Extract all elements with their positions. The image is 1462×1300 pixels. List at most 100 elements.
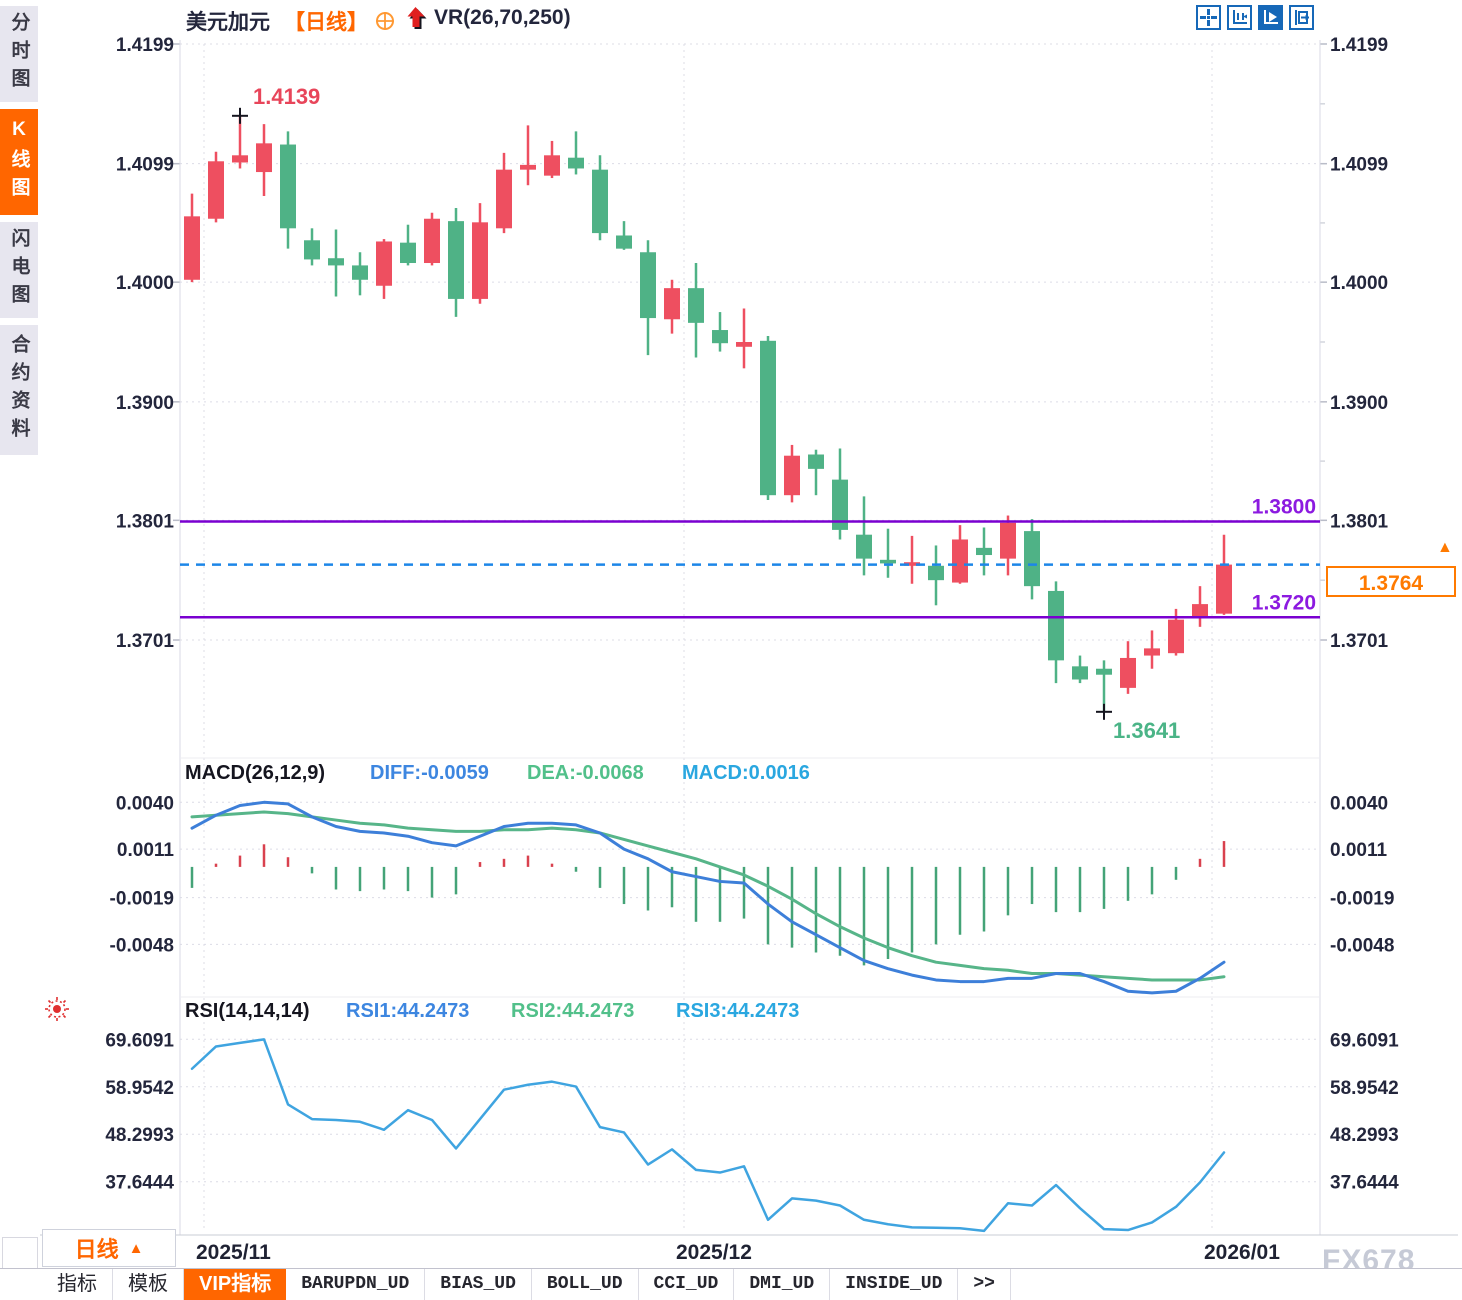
macd-axis-label-right: 0.0011 bbox=[1330, 840, 1387, 861]
sidebar-item-timeline-chart[interactable]: 分时图 bbox=[0, 6, 38, 102]
macd-hist-value: MACD:0.0016 bbox=[682, 762, 810, 784]
candle-body bbox=[688, 288, 704, 323]
tab-more[interactable]: >> bbox=[958, 1269, 1011, 1300]
indicator-label: VR(26,70,250) bbox=[434, 6, 571, 29]
candle-body bbox=[544, 155, 560, 176]
sidebar-item-contract-info[interactable]: 合约资料 bbox=[0, 325, 38, 455]
period-selector[interactable]: 日线 ▲ bbox=[42, 1229, 176, 1267]
triangle-up-icon: ▲ bbox=[128, 1239, 144, 1257]
candle-body bbox=[304, 240, 320, 260]
rsi1-value: RSI1:44.2473 bbox=[346, 1000, 470, 1022]
rsi-axis-label-left: 69.6091 bbox=[105, 1030, 174, 1051]
symbol-title: 美元加元 bbox=[186, 11, 270, 34]
macd-axis-label-right: -0.0019 bbox=[1330, 889, 1394, 910]
macd-axis-label-left: -0.0019 bbox=[110, 889, 174, 910]
red-up-arrow-icon bbox=[407, 7, 427, 29]
candle-body bbox=[1192, 604, 1208, 619]
price-axis-label-left: 1.4000 bbox=[116, 273, 174, 294]
tab-dmi-ud[interactable]: DMI_UD bbox=[734, 1269, 831, 1300]
candle-body bbox=[424, 218, 440, 264]
candle-body bbox=[640, 252, 656, 319]
candle-body bbox=[832, 479, 848, 530]
macd-title: MACD(26,12,9) bbox=[185, 762, 326, 784]
rsi-title: RSI(14,14,14) bbox=[185, 1000, 310, 1022]
axis-scale-icon[interactable] bbox=[1227, 5, 1252, 30]
price-axis-label-left: 1.3801 bbox=[116, 511, 175, 532]
month-label: 2026/01 bbox=[1204, 1241, 1280, 1264]
sidebar-item-kline-chart[interactable]: K线图 bbox=[0, 109, 38, 215]
axis-play-icon[interactable] bbox=[1258, 5, 1283, 30]
candle-body bbox=[784, 455, 800, 496]
tab-indicators[interactable]: 指标 bbox=[42, 1269, 113, 1300]
rsi2-value: RSI2:44.2473 bbox=[511, 1000, 635, 1022]
candle-body bbox=[592, 169, 608, 234]
candle-body bbox=[760, 340, 776, 496]
candle-body bbox=[1144, 648, 1160, 656]
rsi-axis-label-left: 37.6444 bbox=[105, 1173, 174, 1194]
rsi-axis-label-left: 48.2993 bbox=[105, 1125, 174, 1146]
rsi-line bbox=[190, 1038, 1226, 1233]
level-label: 1.3720 bbox=[1252, 591, 1316, 614]
shift-right-icon[interactable] bbox=[1289, 5, 1314, 30]
candle-body bbox=[352, 265, 368, 280]
month-label: 2025/12 bbox=[676, 1241, 752, 1264]
macd-axis-label-left: -0.0048 bbox=[110, 935, 174, 956]
period-label: 日线 bbox=[74, 1237, 119, 1262]
crosshair-target-icon[interactable] bbox=[374, 10, 396, 32]
candle-body bbox=[976, 547, 992, 556]
candle-body bbox=[376, 241, 392, 286]
price-axis-label-left: 1.3900 bbox=[116, 393, 174, 414]
candle-body bbox=[664, 288, 680, 320]
candle-body bbox=[1072, 666, 1088, 680]
rsi-sun-icon[interactable] bbox=[44, 996, 70, 1022]
high-price-label: 1.4139 bbox=[253, 84, 320, 109]
price-axis-label-right: 1.4000 bbox=[1330, 273, 1388, 294]
candle-body bbox=[736, 342, 752, 347]
month-label: 2025/11 bbox=[196, 1241, 271, 1264]
candle-body bbox=[880, 559, 896, 564]
macd-axis-label-left: 0.0011 bbox=[117, 840, 174, 861]
low-price-label: 1.3641 bbox=[1113, 718, 1180, 743]
macd-diff-value: DIFF:-0.0059 bbox=[370, 762, 489, 784]
tab-boll-ud[interactable]: BOLL_UD bbox=[532, 1269, 639, 1300]
rsi-axis-label-left: 58.9542 bbox=[105, 1078, 174, 1099]
candle-body bbox=[712, 330, 728, 344]
price-axis-label-right: 1.3701 bbox=[1330, 631, 1389, 652]
candle-body bbox=[472, 222, 488, 299]
macd-diff-line bbox=[190, 800, 1226, 995]
candle-body bbox=[808, 454, 824, 469]
macd-axis-label-right: 0.0040 bbox=[1330, 793, 1388, 814]
candle-body bbox=[1096, 668, 1112, 675]
price-axis-label-left: 1.4099 bbox=[116, 155, 174, 176]
move-crosshair-icon[interactable] bbox=[1196, 5, 1221, 30]
tab-templates[interactable]: 模板 bbox=[113, 1269, 184, 1300]
current-price-tag: 1.3764 bbox=[1326, 566, 1456, 597]
price-axis-label-right: 1.3801 bbox=[1330, 511, 1389, 532]
price-axis-label-right: 1.4199 bbox=[1330, 35, 1388, 56]
level-label: 1.3800 bbox=[1252, 496, 1316, 519]
tab-barupdn-ud[interactable]: BARUPDN_UD bbox=[286, 1269, 426, 1300]
candle-body bbox=[1024, 531, 1040, 587]
tab-inside-ud[interactable]: INSIDE_UD bbox=[830, 1269, 959, 1300]
candle-body bbox=[448, 221, 464, 299]
tab-bias-ud[interactable]: BIAS_UD bbox=[425, 1269, 532, 1300]
price-axis-label-left: 1.3701 bbox=[116, 631, 175, 652]
tab-vip-indicators[interactable]: VIP指标 bbox=[184, 1269, 287, 1300]
candle-body bbox=[1120, 657, 1136, 688]
rsi3-value: RSI3:44.2473 bbox=[676, 1000, 800, 1022]
macd-axis-label-left: 0.0040 bbox=[116, 793, 174, 814]
rsi-axis-label-right: 48.2993 bbox=[1330, 1125, 1399, 1146]
candle-body bbox=[928, 565, 944, 581]
rsi-axis-label-right: 58.9542 bbox=[1330, 1078, 1399, 1099]
macd-dea-line bbox=[190, 810, 1226, 982]
sidebar-item-flash-chart[interactable]: 闪电图 bbox=[0, 222, 38, 318]
candle-body bbox=[184, 216, 200, 280]
candle-body bbox=[952, 539, 968, 583]
candle-body bbox=[496, 169, 512, 229]
price-axis-label-right: 1.4099 bbox=[1330, 155, 1388, 176]
tab-cci-ud[interactable]: CCI_UD bbox=[639, 1269, 735, 1300]
rsi-axis-label-right: 69.6091 bbox=[1330, 1030, 1399, 1051]
candle-body bbox=[1000, 522, 1016, 559]
